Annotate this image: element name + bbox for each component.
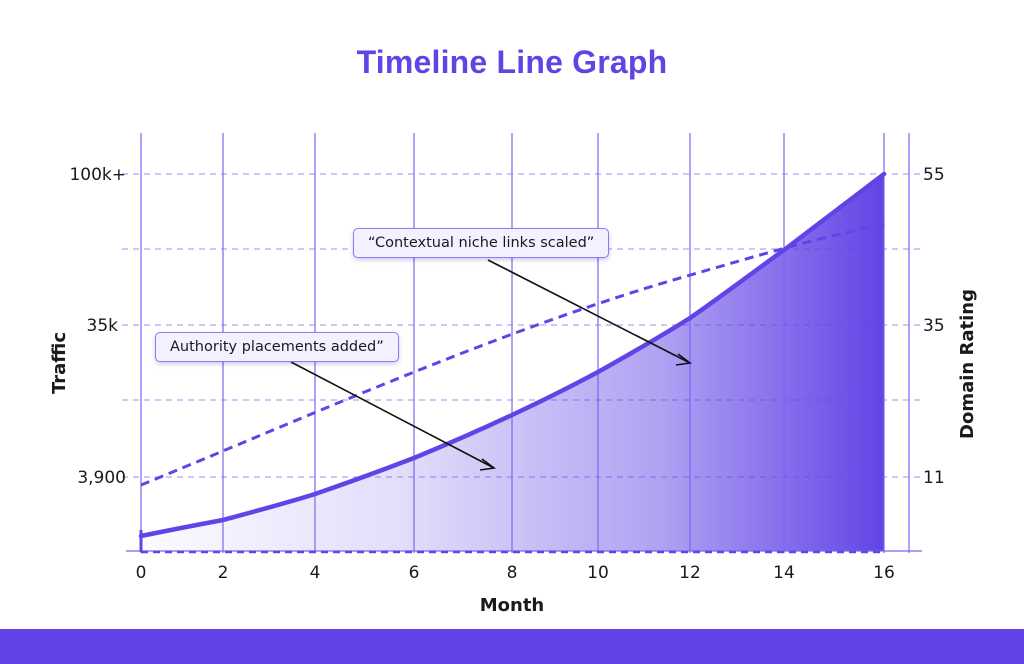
y-left-tick: 35k (87, 316, 119, 336)
y-right-tick: 11 (923, 468, 945, 488)
x-tick: 10 (587, 563, 609, 583)
y-left-axis-title: Traffic (49, 332, 70, 394)
chart-title: Timeline Line Graph (356, 44, 668, 80)
annotation-authority-placements: Authority placements added” (155, 332, 399, 362)
x-tick: 16 (873, 563, 895, 583)
annotation-contextual-links: “Contextual niche links scaled” (353, 228, 610, 258)
x-tick: 6 (409, 563, 420, 583)
x-tick: 14 (773, 563, 795, 583)
x-axis-ticks: 0 2 4 6 8 10 12 14 16 (136, 563, 895, 583)
y-left-ticks: 100k+ 35k 3,900 (69, 165, 126, 488)
y-right-tick: 55 (923, 165, 945, 185)
traffic-area-fill (141, 174, 884, 551)
x-tick: 2 (218, 563, 229, 583)
y-right-ticks: 55 35 11 (923, 165, 945, 488)
x-axis-title: Month (480, 595, 545, 616)
x-tick: 4 (310, 563, 321, 583)
x-tick: 8 (507, 563, 518, 583)
annotation-arrows (290, 259, 693, 471)
x-tick: 0 (136, 563, 147, 583)
traffic-line (138, 171, 887, 539)
y-left-tick: 3,900 (77, 468, 126, 488)
y-right-tick: 35 (923, 316, 945, 336)
y-left-tick: 100k+ (69, 165, 126, 185)
x-tick: 12 (679, 563, 701, 583)
footer-band (0, 629, 1024, 664)
y-right-axis-title: Domain Rating (957, 289, 978, 439)
domain-rating-dashed-line (140, 223, 885, 487)
vertical-gridlines (140, 133, 910, 553)
